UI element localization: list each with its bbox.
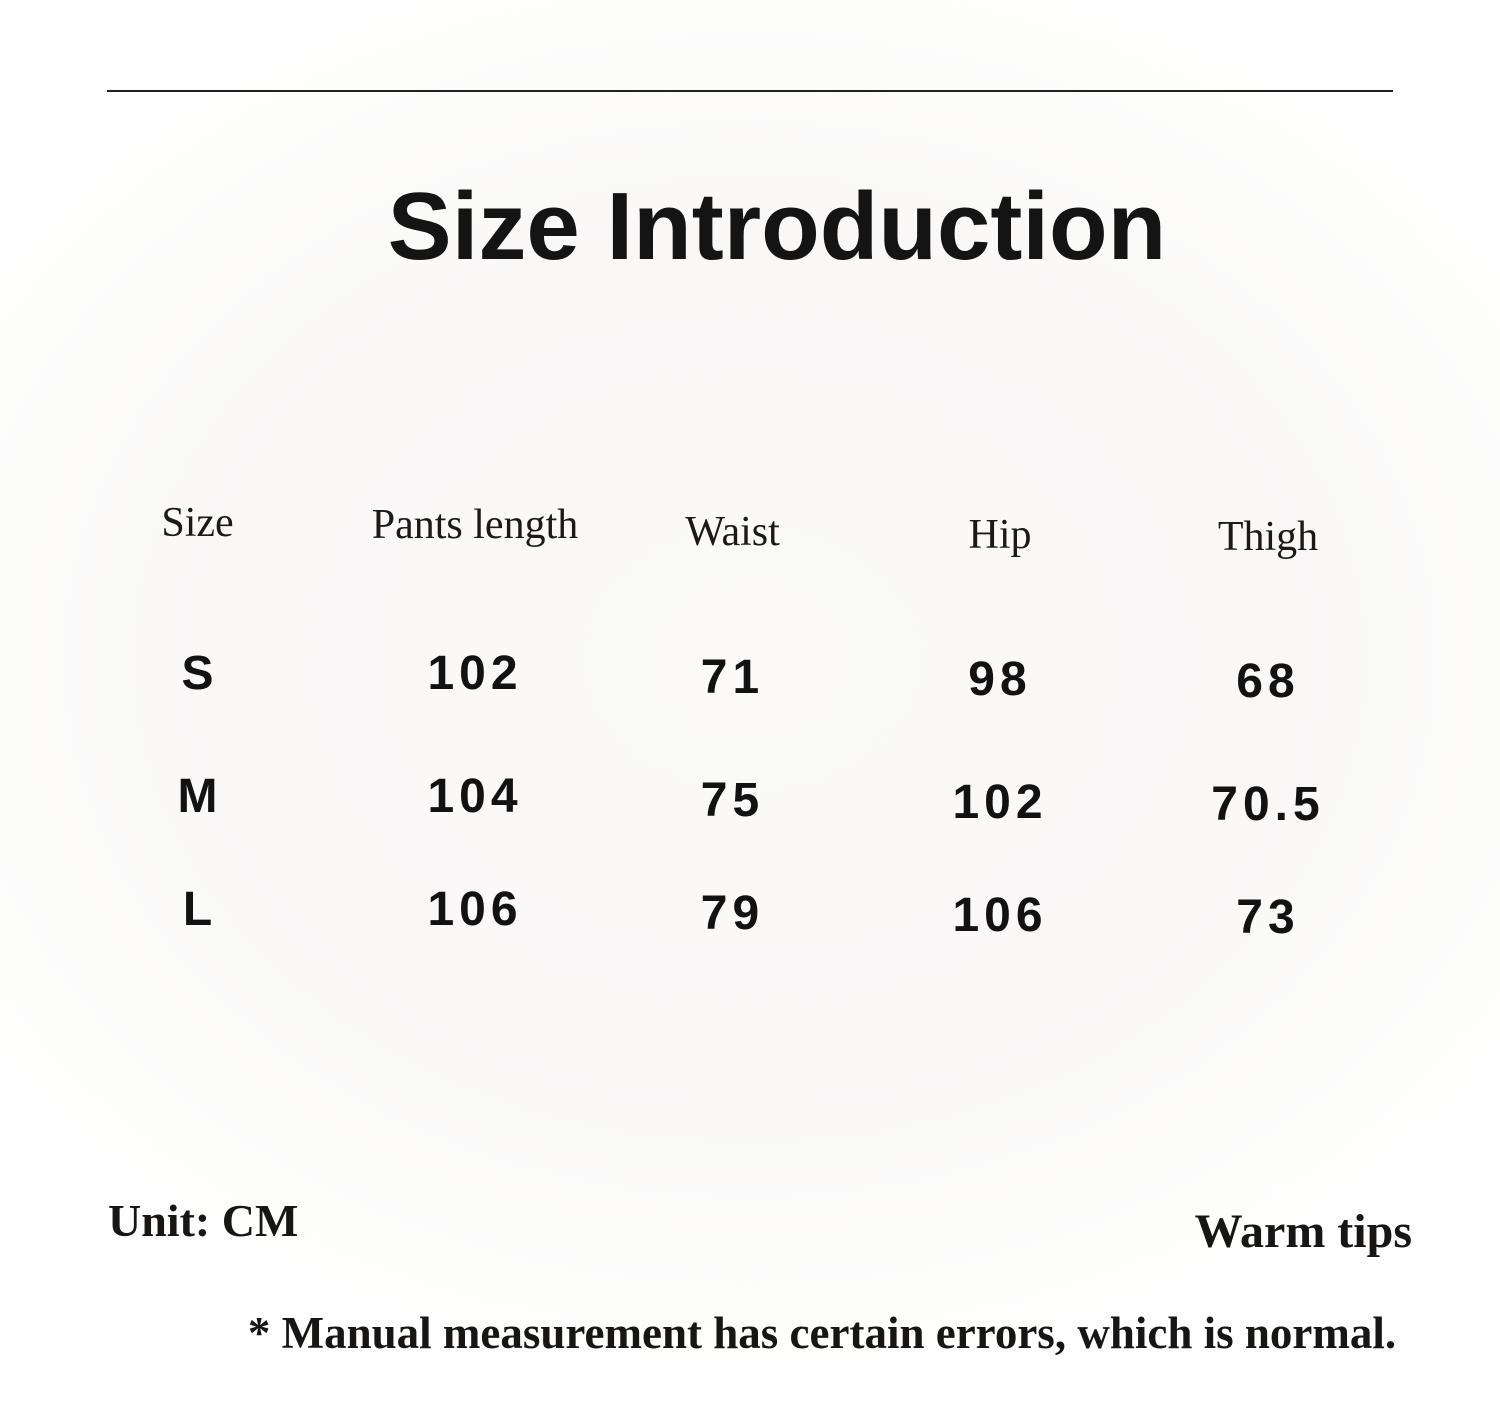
waist-value: 75 <box>700 774 765 827</box>
measurement-note: * Manual measurement has certain errors,… <box>247 1308 1397 1358</box>
top-divider <box>107 90 1393 92</box>
column-header-pants-length: Pants length <box>371 502 579 548</box>
column-header-hip: Hip <box>968 512 1032 558</box>
thigh-value: 68 <box>1236 655 1300 708</box>
hip-value: 106 <box>952 889 1048 942</box>
size-label: S <box>181 647 214 700</box>
size-label: L <box>182 883 213 936</box>
size-label: M <box>177 770 218 823</box>
thigh-value: 73 <box>1236 891 1300 944</box>
pants-length-value: 106 <box>427 883 523 936</box>
table-row-l: L 106 79 106 73 <box>60 880 1386 944</box>
waist-value: 79 <box>700 887 765 940</box>
hip-value: 102 <box>952 776 1048 829</box>
thigh-value: 70.5 <box>1211 778 1325 831</box>
hip-value: 98 <box>968 653 1032 706</box>
column-header-size: Size <box>161 500 234 546</box>
pants-length-value: 102 <box>427 647 523 700</box>
table-row-s: S 102 71 98 68 <box>60 644 1386 708</box>
warm-tips-label: Warm tips <box>1194 1205 1412 1258</box>
column-header-thigh: Thigh <box>1217 514 1319 560</box>
pants-length-value: 104 <box>427 770 523 823</box>
waist-value: 71 <box>700 651 765 704</box>
table-row-m: M 104 75 102 70.5 <box>60 767 1386 831</box>
unit-label: Unit: CM <box>108 1195 299 1246</box>
column-header-waist: Waist <box>685 509 780 555</box>
page-title: Size Introduction <box>387 173 1167 280</box>
table-header-row: Size Pants length Waist Hip Thigh <box>60 493 1386 560</box>
